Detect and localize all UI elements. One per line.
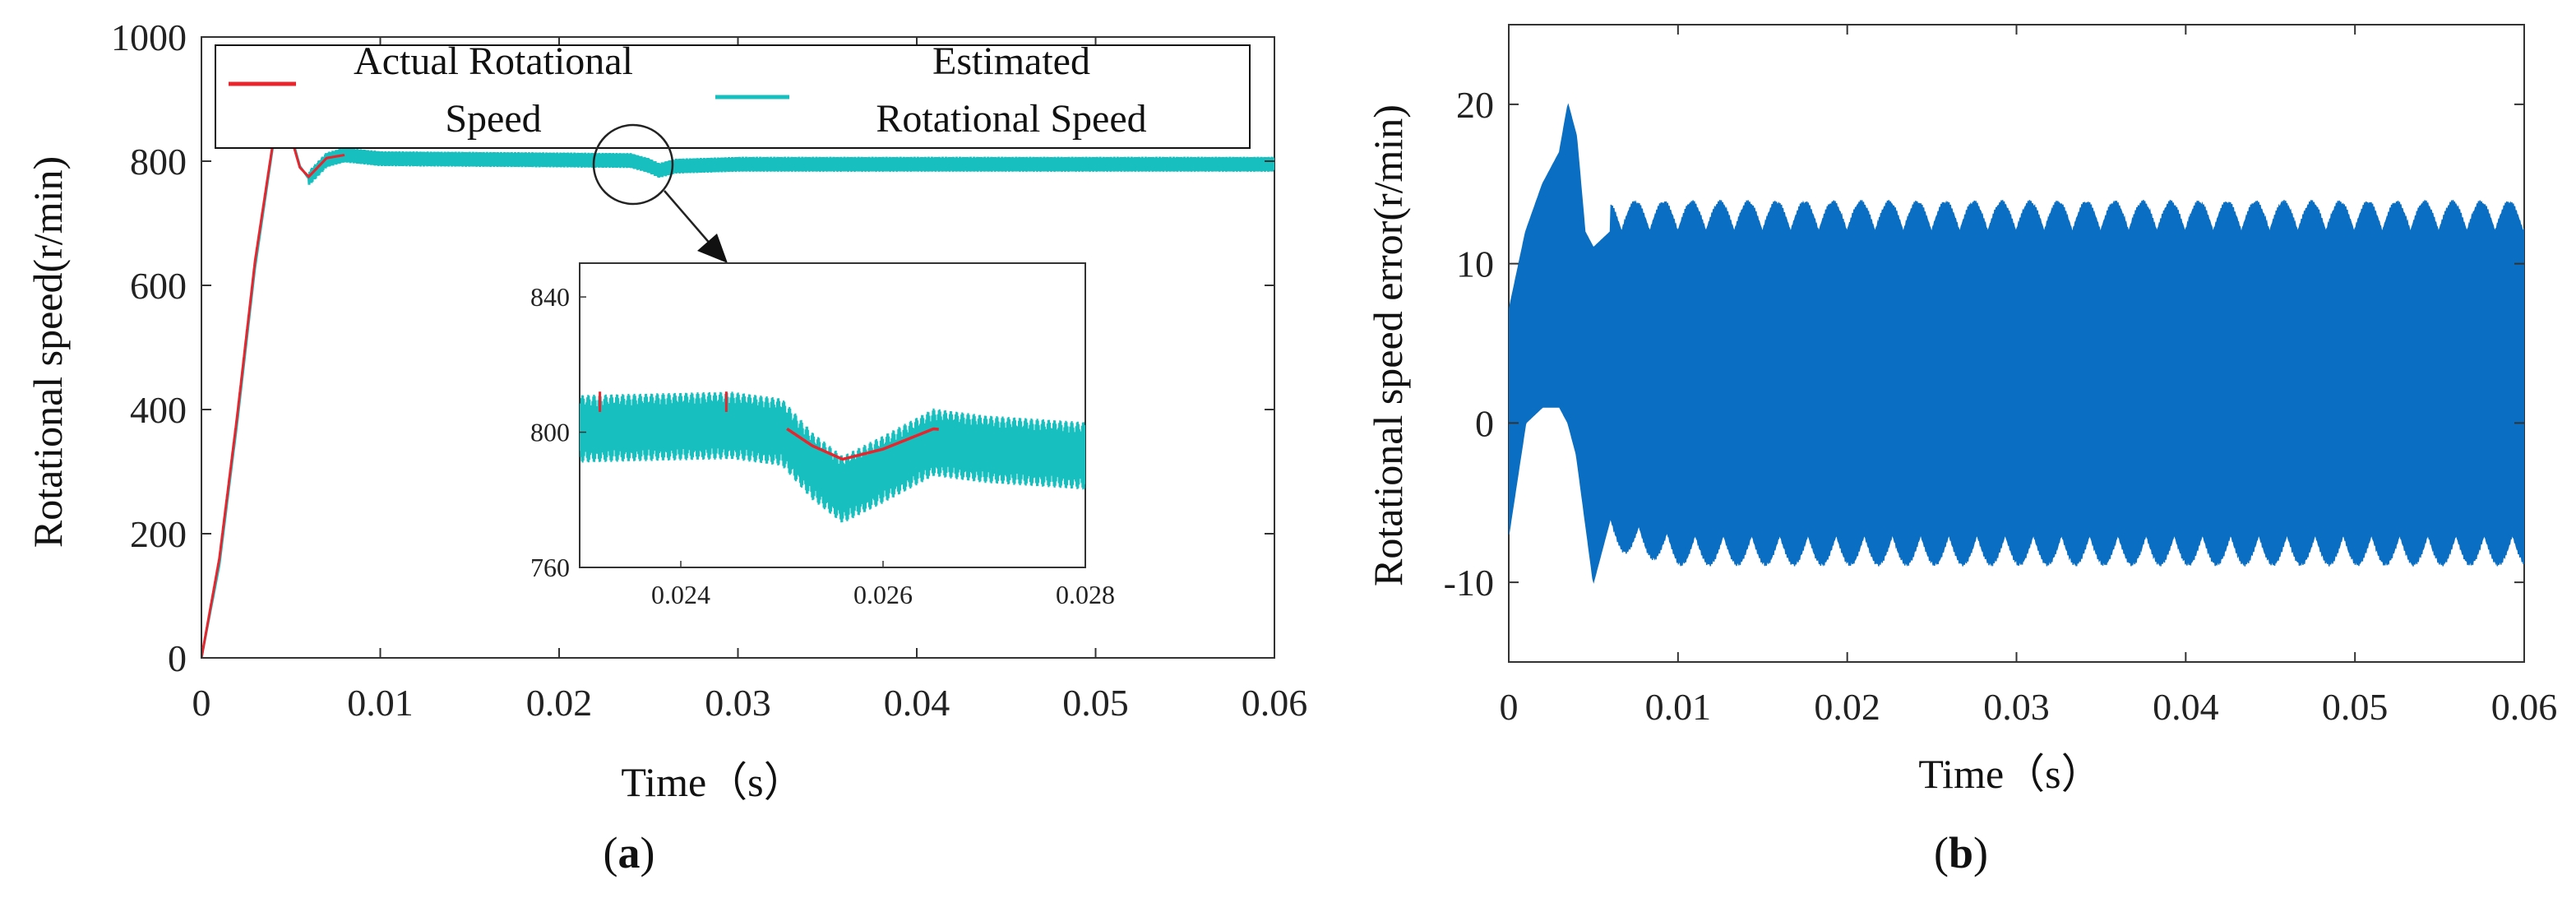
x-tick-label: 0.01 <box>347 682 414 724</box>
x-tick-label: 0.03 <box>705 682 771 724</box>
x-tick-label: 0.03 <box>1983 686 2050 728</box>
y-tick-label: 20 <box>1456 84 1494 126</box>
x-tick-label: 0 <box>192 682 211 724</box>
panel-b: 0 0.01 0.02 0.03 0.04 0.05 0.06 -10 0 10 20 Time（… <box>1365 24 2558 877</box>
legend-estimated-line2: Rotational Speed <box>876 97 1146 141</box>
inset-y-tick-label: 840 <box>530 282 570 312</box>
x-tick-label: 0 <box>1500 686 1519 728</box>
y-tick-label: 0 <box>1475 402 1494 444</box>
inset-y-tick-label: 800 <box>530 418 570 447</box>
y-tick-label: 0 <box>168 637 187 679</box>
legend-estimated-line1: Estimated <box>932 39 1090 83</box>
x-axis-label: Time（s） <box>1918 751 2102 797</box>
panel-label-b: (b) <box>1934 828 1988 877</box>
panel-a: 0 0.01 0.02 0.03 0.04 0.05 0.06 0 200 400 600 800 1… <box>25 16 1307 877</box>
panel-label-a: (a) <box>604 828 655 877</box>
x-tick-label: 0.04 <box>2153 686 2219 728</box>
y-tick-label: 600 <box>130 265 187 307</box>
y-tick-label: 1000 <box>111 16 187 58</box>
x-tick-label: 0.01 <box>1645 686 1712 728</box>
zoom-arrow <box>664 190 712 246</box>
y-tick-label: 10 <box>1456 243 1494 285</box>
x-tick-label: 0.02 <box>526 682 593 724</box>
zoom-circle <box>592 123 674 206</box>
y-tick-label: -10 <box>1444 562 1494 604</box>
inset-x-tick-label: 0.026 <box>853 580 913 609</box>
inset-x-tick-label: 0.024 <box>651 580 710 609</box>
y-axis-label: Rotational speed error(r/min) <box>1365 104 1411 586</box>
legend-actual-line2: Speed <box>445 97 541 141</box>
legend: Actual Rotational Speed Estimated Rotati… <box>215 39 1251 149</box>
x-tick-label: 0.06 <box>1242 682 1308 724</box>
x-tick-label: 0.05 <box>1062 682 1129 724</box>
series-error-band <box>1509 103 2524 584</box>
x-tick-label: 0.04 <box>884 682 950 724</box>
y-tick-label: 200 <box>130 513 187 555</box>
y-tick-label: 400 <box>130 389 187 431</box>
inset: 0.024 0.026 0.028 760 800 840 <box>530 262 1115 609</box>
legend-actual-line1: Actual Rotational <box>354 39 633 83</box>
inset-x-tick-label: 0.028 <box>1056 580 1115 609</box>
inset-y-tick-label: 760 <box>530 553 570 582</box>
y-tick-label: 800 <box>130 141 187 183</box>
series-group <box>1509 103 2524 584</box>
x-tick-label: 0.02 <box>1814 686 1880 728</box>
y-axis-label: Rotational speed(r/min) <box>25 156 71 548</box>
inset-estimated-line <box>580 391 1085 523</box>
zoom-arrow-head <box>697 234 728 263</box>
x-tick-label: 0.05 <box>2322 686 2389 728</box>
series-estimated-line <box>201 120 1274 658</box>
inset-actual-line <box>786 427 939 461</box>
x-tick-label: 0.06 <box>2491 686 2558 728</box>
x-axis-label: Time（s） <box>621 759 804 805</box>
